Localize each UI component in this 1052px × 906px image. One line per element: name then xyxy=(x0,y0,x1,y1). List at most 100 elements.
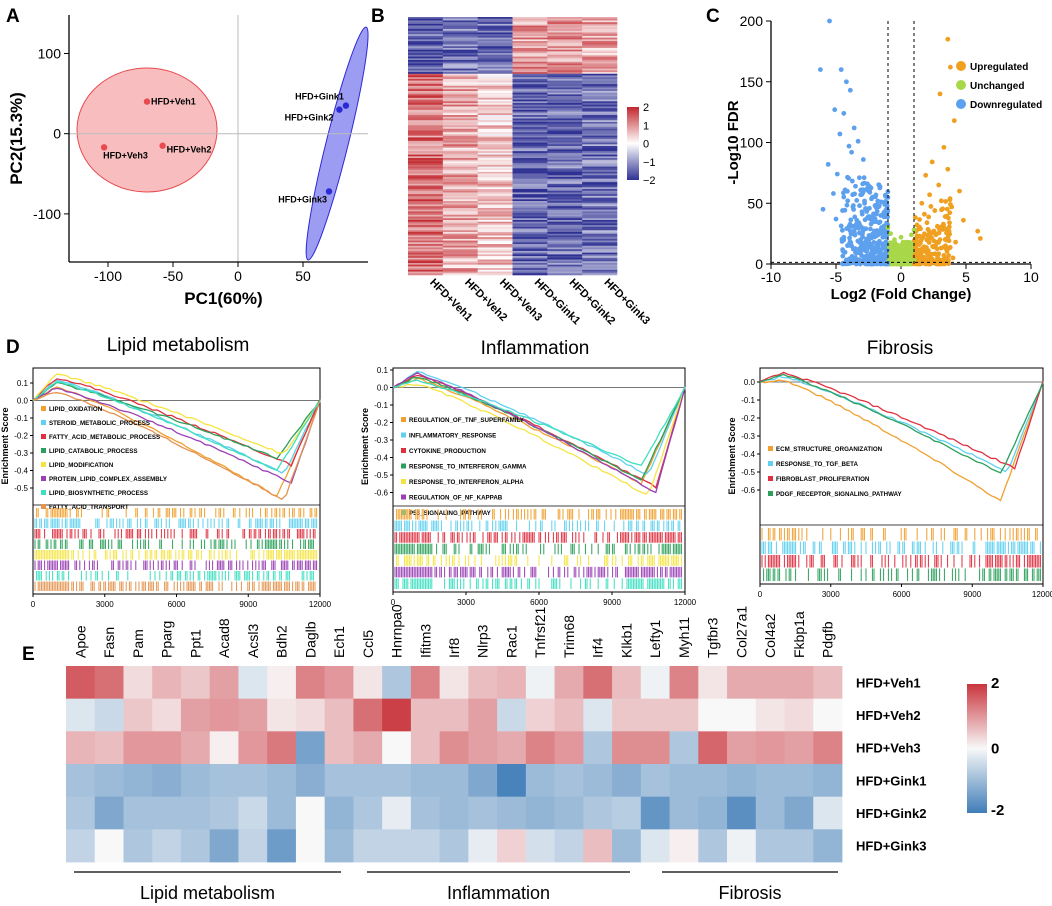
legend-label: PROTEIN_LIPID_COMPLEX_ASSEMBLY xyxy=(49,476,168,483)
es-curve xyxy=(759,375,1044,473)
heatmap-cell xyxy=(477,139,513,142)
legend-label: INFLAMMATORY_RESPONSE xyxy=(409,433,496,440)
heatmap-cell xyxy=(582,199,618,202)
legend-tick-label: -2 xyxy=(991,802,1004,819)
heatmap-cell xyxy=(408,166,444,169)
heatmap-cell xyxy=(582,178,618,181)
heatmap-cell xyxy=(442,163,478,166)
heatmap-cell xyxy=(547,103,583,106)
heatmap-cell xyxy=(408,183,444,186)
heatmap-cell xyxy=(477,261,513,264)
heatmap-cell xyxy=(582,257,618,260)
legend-label: P53_SIGNALING_PATHWAY xyxy=(409,510,492,517)
heatmap-cell xyxy=(477,183,513,186)
heatmap-cell xyxy=(547,23,583,26)
downregulated-point xyxy=(838,223,844,229)
heatmap-cell xyxy=(477,269,513,272)
heatmap-cell xyxy=(512,233,548,236)
heatmap-cell xyxy=(512,18,548,21)
heatmap-cell xyxy=(547,259,583,262)
downregulated-point xyxy=(846,223,852,229)
heatmap-cell xyxy=(512,226,548,229)
heatmap-cell xyxy=(442,256,478,259)
downregulated-point xyxy=(863,226,869,232)
heatmap-cell xyxy=(408,27,444,30)
heatmap-cell xyxy=(547,90,583,93)
heatmap-cell xyxy=(547,128,583,131)
heatmap-cell xyxy=(582,61,618,64)
heatmap-cell xyxy=(408,259,444,262)
heatmap-cell xyxy=(582,132,618,135)
heatmap-cell xyxy=(180,764,211,798)
heatmap-cell xyxy=(408,216,444,219)
downregulated-point xyxy=(871,232,877,238)
upregulated-point xyxy=(923,172,929,178)
heatmap-cell xyxy=(547,34,583,37)
heatmap-cell xyxy=(408,214,444,217)
gene-label: Bdh2 xyxy=(274,625,290,658)
heatmap-cell xyxy=(477,249,513,252)
upregulated-point xyxy=(925,257,931,263)
upregulated-point xyxy=(946,238,952,244)
legend-swatch xyxy=(401,494,406,500)
heatmap-cell xyxy=(547,140,583,143)
heatmap-cell xyxy=(547,206,583,209)
heatmap-cell xyxy=(267,698,297,732)
heatmap-cell xyxy=(512,197,548,200)
heatmap-cell xyxy=(442,168,478,171)
heatmap-cell xyxy=(582,94,618,97)
es-curve xyxy=(392,379,686,466)
heatmap-cell xyxy=(408,194,444,197)
downregulated-point xyxy=(831,191,836,196)
heatmap-cell xyxy=(442,152,478,155)
heatmap-cell xyxy=(547,109,583,112)
heatmap-cell xyxy=(442,233,478,236)
heatmap-cell xyxy=(408,151,444,154)
y-tick-label: 50 xyxy=(747,195,763,211)
y-tick-label: -0.1 xyxy=(374,401,388,410)
upregulated-point xyxy=(915,254,921,260)
heatmap-cell xyxy=(547,77,583,80)
heatmap-cell xyxy=(547,147,583,150)
heatmap-cell xyxy=(547,142,583,145)
gene-label: Pdgfb xyxy=(820,621,836,658)
downregulated-point xyxy=(857,175,862,181)
heatmap-cell xyxy=(408,89,444,92)
legend-swatch xyxy=(41,462,46,467)
heatmap-cell xyxy=(547,257,583,260)
heatmap-cell xyxy=(408,68,444,71)
heatmap-cell xyxy=(180,829,211,863)
heatmap-cell xyxy=(477,75,513,78)
heatmap-cell xyxy=(497,796,527,830)
heatmap-cell xyxy=(512,173,548,176)
unchanged-point xyxy=(892,237,897,243)
heatmap-cell xyxy=(547,101,583,104)
heatmap-cell xyxy=(477,204,513,207)
heatmap-cell xyxy=(582,109,618,112)
heatmap-cell xyxy=(408,85,444,88)
heatmap-cell xyxy=(512,140,548,143)
pca-point-label: HFD+Gink3 xyxy=(278,194,327,204)
heatmap-cell xyxy=(477,185,513,188)
heatmap-cell xyxy=(408,92,444,95)
downregulated-point xyxy=(860,247,866,252)
heatmap-cell xyxy=(442,92,478,95)
heatmap-cell xyxy=(512,250,548,253)
heatmap-cell xyxy=(238,731,268,765)
gene-label: Ifitm3 xyxy=(417,624,433,658)
heatmap-cell xyxy=(512,139,548,142)
y-tick-label: -0.2 xyxy=(14,432,28,441)
heatmap-cell xyxy=(547,104,583,107)
heatmap-cell xyxy=(408,202,444,205)
heatmap-cell xyxy=(512,185,548,188)
heatmap-cell xyxy=(477,80,513,83)
heatmap-cell xyxy=(477,144,513,147)
heatmap-cell xyxy=(547,96,583,99)
heatmap-cell xyxy=(442,199,478,202)
heatmap-cell xyxy=(408,25,444,28)
gene-label: Lefty1 xyxy=(647,620,663,658)
heatmap-cell xyxy=(442,238,478,241)
heatmap-cell xyxy=(353,764,383,798)
heatmap-cell xyxy=(408,189,444,192)
heatmap-cell xyxy=(698,666,728,700)
